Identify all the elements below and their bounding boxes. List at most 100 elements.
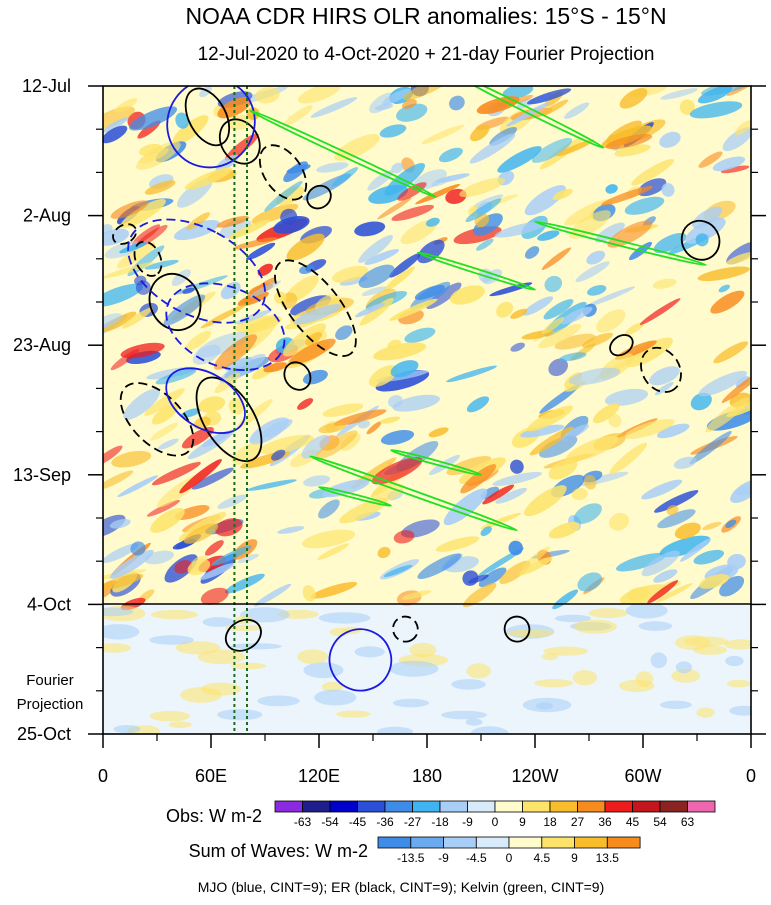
er-contour bbox=[609, 334, 634, 357]
projection-blob bbox=[318, 612, 371, 624]
anomaly-blob bbox=[358, 235, 393, 263]
projection-blob bbox=[726, 679, 751, 688]
anomaly-blob bbox=[695, 233, 709, 247]
x-tick-label: 180 bbox=[412, 766, 442, 786]
anomaly-blob bbox=[581, 332, 613, 348]
anomaly-blob bbox=[116, 242, 156, 269]
anomaly-blob bbox=[103, 543, 139, 563]
anomaly-blob bbox=[383, 564, 413, 577]
colorbar-box bbox=[574, 836, 608, 849]
projection-blob bbox=[724, 639, 751, 650]
projection-blob bbox=[103, 643, 132, 653]
anomaly-blob bbox=[391, 204, 435, 221]
anomaly-blob bbox=[120, 198, 166, 229]
anomaly-blob bbox=[604, 388, 649, 406]
x-tick-label: 60W bbox=[624, 766, 661, 786]
anomaly-blob bbox=[402, 99, 417, 109]
anomaly-blob bbox=[539, 384, 580, 414]
projection-blob bbox=[470, 726, 509, 734]
projection-blob bbox=[113, 725, 141, 734]
er-contour bbox=[640, 346, 682, 393]
anomaly-blob bbox=[583, 474, 597, 490]
anomaly-blob bbox=[679, 538, 711, 562]
anomaly-blob bbox=[183, 523, 219, 544]
colorbar-box bbox=[439, 800, 468, 813]
projection-blob bbox=[507, 629, 554, 638]
obs-colorbar: -63 -54 -45 -36 -27 -18 -9 0 9 18 27 36 45 54 63 bbox=[274, 800, 716, 829]
projection-blob bbox=[625, 602, 668, 619]
anomaly-blob bbox=[187, 559, 211, 576]
anomaly-blob bbox=[119, 242, 147, 254]
anomaly-blob bbox=[380, 429, 415, 445]
anomaly-blob bbox=[277, 526, 305, 534]
anomaly-blob bbox=[174, 505, 210, 520]
footer-legend: MJO (blue, CINT=9); ER (black, CINT=9); … bbox=[198, 879, 605, 895]
projection-blob bbox=[354, 646, 385, 658]
anomaly-blob bbox=[213, 334, 258, 370]
anomaly-blob bbox=[699, 574, 730, 589]
anomaly-blob bbox=[559, 352, 587, 362]
anomaly-blob bbox=[151, 402, 179, 425]
anomaly-blob bbox=[109, 519, 131, 529]
colorbar-box bbox=[522, 800, 551, 813]
anomaly-blob bbox=[538, 324, 582, 349]
anomaly-blob bbox=[284, 105, 313, 126]
anomaly-blob bbox=[480, 512, 521, 530]
anomaly-blob bbox=[594, 222, 625, 243]
anomaly-blob bbox=[725, 519, 737, 528]
anomaly-blob bbox=[179, 459, 222, 494]
projection-blob bbox=[392, 698, 430, 708]
anomaly-blob bbox=[228, 397, 245, 415]
anomaly-blob bbox=[587, 285, 607, 296]
colorbar-tick-label: -36 bbox=[376, 815, 394, 829]
anomaly-blob bbox=[476, 547, 525, 578]
anomaly-blob bbox=[144, 259, 179, 270]
projection-blob bbox=[321, 681, 343, 692]
anomaly-blob bbox=[605, 134, 653, 150]
anomaly-blob bbox=[673, 456, 697, 469]
mjo-contour bbox=[165, 367, 246, 434]
anomaly-blob bbox=[317, 543, 350, 560]
anomaly-blob bbox=[103, 106, 135, 130]
anomaly-blob bbox=[191, 467, 234, 490]
er-contour bbox=[680, 219, 721, 261]
projection-blob bbox=[150, 609, 199, 620]
anomaly-blob bbox=[339, 498, 389, 524]
anomaly-blob bbox=[655, 583, 693, 603]
anomaly-blob bbox=[103, 514, 126, 538]
anomaly-blob bbox=[693, 549, 725, 565]
anomaly-blob bbox=[476, 238, 494, 251]
er-contour bbox=[306, 184, 332, 210]
colorbar-tick-label: 63 bbox=[681, 815, 695, 829]
anomaly-blob bbox=[103, 313, 123, 330]
y-tick-label: 12-Jul bbox=[22, 76, 71, 96]
anomaly-blob bbox=[155, 369, 197, 385]
y-tick-label: 2-Aug bbox=[23, 206, 71, 226]
anomaly-blob bbox=[586, 250, 606, 265]
anomaly-blob bbox=[224, 573, 265, 594]
anomaly-blob bbox=[460, 464, 497, 494]
colorbar-tick-label: 0 bbox=[492, 815, 499, 829]
anomaly-blob bbox=[146, 499, 181, 517]
er-contour bbox=[195, 376, 263, 462]
anomaly-blob bbox=[368, 365, 398, 387]
anomaly-blob bbox=[103, 125, 128, 144]
anomaly-blob bbox=[150, 422, 179, 441]
anomaly-blob bbox=[232, 237, 278, 250]
x-tick-label: 0 bbox=[746, 766, 756, 786]
anomaly-blob bbox=[289, 338, 336, 365]
projection-blob bbox=[297, 649, 329, 664]
anomaly-blob bbox=[120, 342, 165, 359]
colorbar-tick-label: -4.5 bbox=[466, 851, 487, 865]
colorbar-tick-label: 18 bbox=[543, 815, 557, 829]
anomaly-blob bbox=[371, 457, 423, 485]
x-tick-label: 60E bbox=[195, 766, 227, 786]
anomaly-blob bbox=[609, 442, 648, 475]
anomaly-blob bbox=[462, 570, 479, 586]
anomaly-blob bbox=[641, 479, 683, 500]
er-contour bbox=[392, 615, 419, 643]
anomaly-blob bbox=[605, 120, 642, 144]
projection-blob bbox=[543, 646, 589, 656]
waves-colorbar-label: Sum of Waves: W m-2 bbox=[189, 841, 368, 861]
anomaly-blob bbox=[734, 120, 751, 136]
